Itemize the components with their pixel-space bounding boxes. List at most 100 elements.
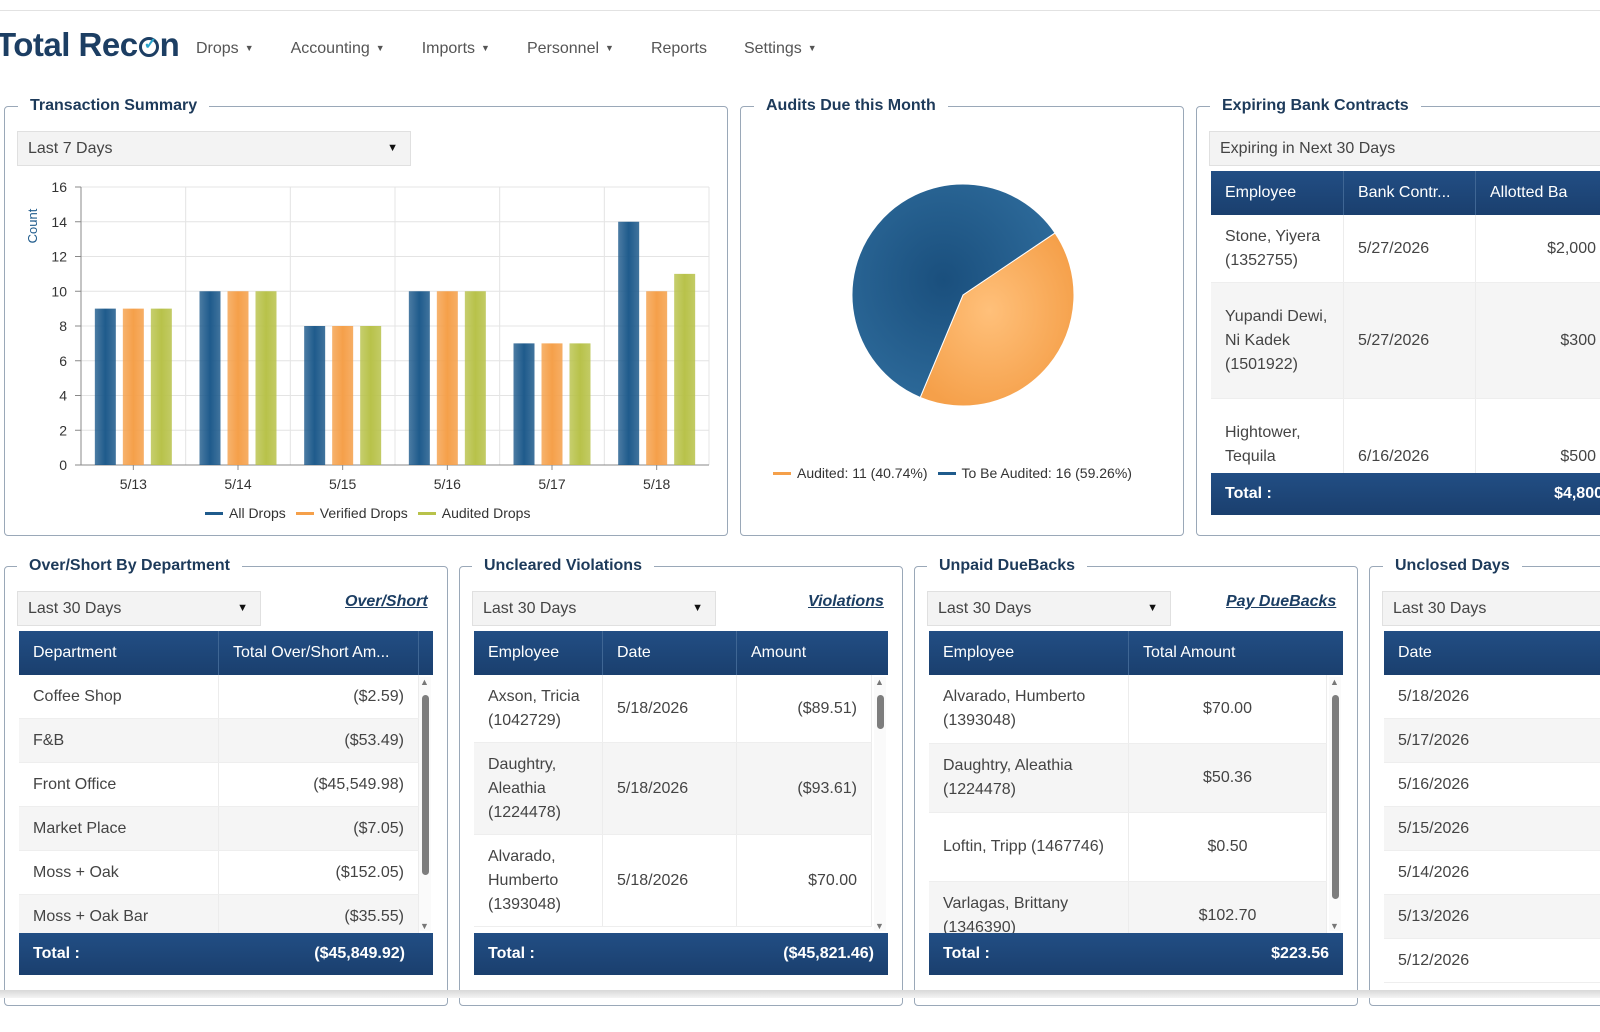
column-date[interactable]: Date — [603, 631, 737, 675]
table-row[interactable]: Varlagas, Brittany (1346390) $102.70 — [929, 882, 1327, 933]
duebacks-scrollbar[interactable]: ▲ ▼ — [1329, 677, 1341, 931]
pay-duebacks-link[interactable]: Pay DueBacks — [1226, 593, 1337, 610]
bar-verified-drops[interactable] — [436, 291, 458, 465]
logo[interactable]: Total Rec n — [0, 26, 180, 64]
amount-cell: ($53.49) — [219, 719, 419, 762]
violations-link[interactable]: Violations — [808, 593, 884, 610]
legend-label[interactable]: Verified Drops — [319, 505, 408, 521]
table-row[interactable]: Stone, Yiyera (1352755) 5/27/2026 $2,000 — [1211, 215, 1600, 283]
nav-personnel[interactable]: Personnel ▼ — [527, 40, 614, 58]
table-row[interactable]: Axson, Tricia (1042729) 5/18/2026 ($89.51) — [474, 675, 872, 743]
bar-audited-drops[interactable] — [464, 291, 486, 465]
bar-audited-drops[interactable] — [150, 308, 172, 465]
table-row[interactable]: Hightower, Tequila (1203342)6/16/2026$50… — [1211, 399, 1600, 473]
bar-verified-drops[interactable] — [541, 343, 563, 465]
bar-verified-drops[interactable] — [122, 308, 144, 465]
table-row[interactable]: 5/13/2026 — [1384, 895, 1600, 939]
scroll-down-icon[interactable]: ▼ — [1330, 921, 1339, 931]
employee-cell: Loftin, Tripp (1467746) — [929, 813, 1129, 881]
column-total-over-short[interactable]: Total Over/Short Am... — [219, 631, 419, 675]
department-cell: Coffee Shop — [19, 675, 219, 718]
table-row[interactable]: Moss + Oak Bar ($35.55) — [19, 895, 419, 933]
column-allotted-bank[interactable]: Allotted Ba — [1490, 184, 1568, 201]
table-row[interactable]: 5/16/2026 — [1384, 763, 1600, 807]
allotted-amount-cell: $2,000 — [1476, 215, 1600, 282]
violations-filter-select[interactable]: Last 30 Days ▼ — [472, 591, 716, 626]
bank-contracts-filter-select[interactable]: Expiring in Next 30 Days — [1209, 131, 1600, 166]
bar-audited-drops[interactable] — [674, 273, 696, 465]
scroll-up-icon[interactable]: ▲ — [420, 677, 429, 687]
bar-all-drops[interactable] — [94, 308, 116, 465]
table-row[interactable]: F&B ($53.49) — [19, 719, 419, 763]
table-row[interactable]: 5/12/2026 — [1384, 939, 1600, 983]
legend-swatch — [295, 511, 314, 515]
table-row[interactable]: Coffee Shop ($2.59) — [19, 675, 419, 719]
pie-chart-legend: Audited: 11 (40.74%) To Be Audited: 16 (… — [763, 465, 1132, 481]
column-employee[interactable]: Employee — [474, 631, 603, 675]
table-row[interactable]: Front Office ($45,549.98) — [19, 763, 419, 807]
violations-scrollbar[interactable]: ▲ ▼ — [874, 677, 886, 931]
nav-accounting[interactable]: Accounting ▼ — [291, 40, 385, 58]
column-date[interactable]: Date — [1398, 644, 1432, 661]
over-short-link[interactable]: Over/Short — [345, 593, 428, 610]
bar-audited-drops[interactable] — [360, 326, 382, 465]
table-row[interactable]: Yupandi Dewi, Ni Kadek (1501922) 5/27/202… — [1211, 283, 1600, 399]
nav-reports[interactable]: Reports — [651, 40, 707, 58]
table-row[interactable]: Loftin, Tripp (1467746) $0.50 — [929, 813, 1327, 882]
bar-verified-drops[interactable] — [646, 291, 668, 465]
nav-drops[interactable]: Drops ▼ — [196, 40, 254, 58]
bar-verified-drops[interactable] — [332, 326, 354, 465]
column-employee[interactable]: Employee — [1211, 171, 1344, 215]
legend-label[interactable]: Audited Drops — [441, 505, 531, 521]
column-bank-contract[interactable]: Bank Contr... — [1344, 171, 1476, 215]
department-cell: F&B — [19, 719, 219, 762]
column-department[interactable]: Department — [19, 631, 219, 675]
bar-all-drops[interactable] — [618, 221, 640, 465]
bar-all-drops[interactable] — [199, 291, 221, 465]
scroll-thumb[interactable] — [1332, 695, 1339, 899]
table-row[interactable]: Alvarado, Humberto (1393048) $70.00 — [929, 675, 1327, 744]
legend-label[interactable]: All Drops — [229, 505, 286, 521]
pie-slice-to-be-audited[interactable] — [851, 183, 1056, 399]
table-row[interactable]: 5/15/2026 — [1384, 807, 1600, 851]
bar-audited-drops[interactable] — [255, 291, 277, 465]
bar-all-drops[interactable] — [304, 326, 326, 465]
scroll-down-icon[interactable]: ▼ — [420, 921, 429, 931]
x-tick-label: 5/17 — [538, 476, 565, 492]
amount-cell: $50.36 — [1129, 744, 1327, 812]
violations-panel: Last 30 Days ▼ Violations Employee Date … — [459, 566, 903, 1006]
table-row[interactable]: Alvarado, Humberto (1393048) 5/18/2026 $70… — [474, 835, 872, 927]
y-axis-label: Count — [25, 208, 40, 243]
scroll-thumb[interactable] — [422, 695, 429, 875]
column-total-amount[interactable]: Total Amount — [1143, 644, 1236, 661]
unclosed-days-filter-select[interactable]: Last 30 Days — [1382, 591, 1600, 626]
main-nav: Drops ▼ Accounting ▼ Imports ▼ Personnel ▼ Repor… — [196, 40, 854, 58]
scroll-up-icon[interactable]: ▲ — [1330, 677, 1339, 687]
column-employee[interactable]: Employee — [929, 631, 1129, 675]
column-amount[interactable]: Amount — [751, 644, 807, 661]
table-row[interactable]: Moss + Oak ($152.05) — [19, 851, 419, 895]
nav-label: Settings — [743, 40, 802, 57]
over-short-filter-select[interactable]: Last 30 Days ▼ — [17, 591, 261, 626]
table-row[interactable]: 5/14/2026 — [1384, 851, 1600, 895]
nav-settings[interactable]: Settings ▼ — [744, 40, 817, 58]
table-row[interactable]: 5/17/2026 — [1384, 719, 1600, 763]
employee-cell: Stone, Yiyera (1352755) — [1211, 215, 1344, 282]
scroll-up-icon[interactable]: ▲ — [875, 677, 884, 687]
table-row[interactable]: Market Place ($7.05) — [19, 807, 419, 851]
duebacks-filter-select[interactable]: Last 30 Days ▼ — [927, 591, 1171, 626]
pie-slice-audited[interactable] — [919, 232, 1075, 407]
scroll-down-icon[interactable]: ▼ — [875, 921, 884, 931]
scroll-thumb[interactable] — [877, 695, 884, 729]
bar-verified-drops[interactable] — [227, 291, 249, 465]
table-row[interactable]: Daughtry, Aleathia (1224478) 5/18/2026 ($9… — [474, 743, 872, 835]
over-short-scrollbar[interactable]: ▲ ▼ — [419, 677, 431, 931]
bar-all-drops[interactable] — [408, 291, 430, 465]
nav-imports[interactable]: Imports ▼ — [422, 40, 490, 58]
table-row[interactable]: Daughtry, Aleathia (1224478) $50.36 — [929, 744, 1327, 813]
transaction-filter-select[interactable]: Last 7 Days ▼ — [17, 131, 411, 166]
table-row[interactable]: 5/18/2026 — [1384, 675, 1600, 719]
bar-all-drops[interactable] — [513, 343, 535, 465]
x-tick-label: 5/18 — [643, 476, 670, 492]
bar-audited-drops[interactable] — [569, 343, 591, 465]
